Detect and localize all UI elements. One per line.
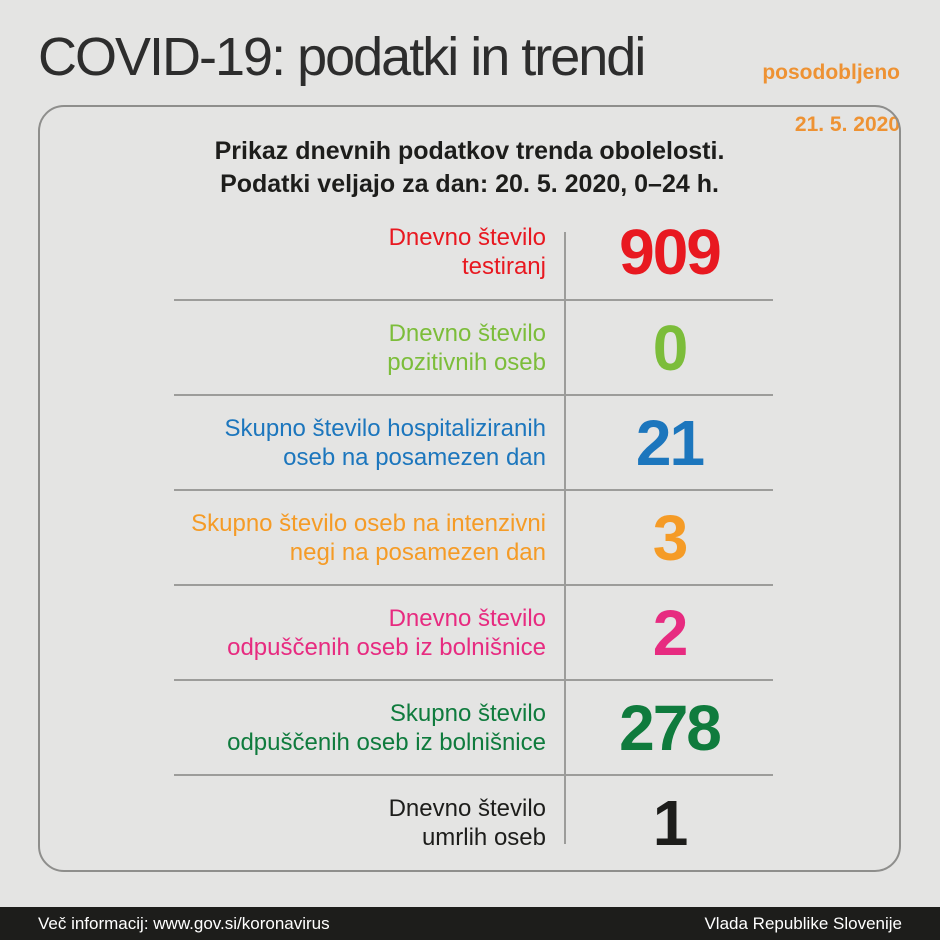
stat-label: Dnevno število pozitivnih oseb (174, 319, 566, 377)
stat-row-total-discharged: Skupno število odpuščenih oseb iz bolniš… (174, 679, 773, 774)
stats-card: Prikaz dnevnih podatkov trenda obolelost… (38, 105, 901, 872)
stat-label-line2: negi na posamezen dan (289, 538, 546, 566)
footer-info-url: Več informacij: www.gov.si/koronavirus (38, 913, 330, 933)
stat-value: 2 (652, 596, 689, 669)
page-title: COVID-19: podatki in trendi (38, 27, 646, 87)
footer-bar: Več informacij: www.gov.si/koronavirus V… (0, 907, 940, 940)
stats-table: Dnevno število testiranj 909 Dnevno štev… (174, 204, 773, 869)
stat-value: 3 (652, 501, 689, 574)
stat-label-line2: odpuščenih oseb iz bolnišnice (227, 633, 546, 661)
stat-label-line2: testiranj (461, 252, 546, 280)
stat-row-daily-tests: Dnevno število testiranj 909 (174, 204, 773, 299)
stat-row-daily-positive: Dnevno število pozitivnih oseb 0 (174, 299, 773, 394)
stat-row-daily-discharged: Dnevno število odpuščenih oseb iz bolniš… (174, 584, 773, 679)
stat-value: 0 (652, 311, 689, 384)
stat-value: 909 (619, 215, 722, 288)
stat-row-hospitalized: Skupno število hospitaliziranih oseb na … (174, 394, 773, 489)
card-subtitle: Prikaz dnevnih podatkov trenda obolelost… (40, 135, 899, 201)
card-subtitle-line1: Prikaz dnevnih podatkov trenda obolelost… (214, 137, 725, 165)
stat-label: Dnevno število odpuščenih oseb iz bolniš… (174, 604, 566, 662)
stat-label-line1: Dnevno število (388, 604, 546, 632)
stat-label-line1: Skupno število oseb na intenzivni (191, 509, 546, 537)
footer-government-label: Vlada Republike Slovenije (704, 913, 902, 933)
stat-label: Dnevno število umrlih oseb (174, 794, 566, 852)
column-divider (564, 232, 566, 844)
stat-label-line1: Skupno število hospitaliziranih (224, 414, 546, 442)
stat-label-line2: odpuščenih oseb iz bolnišnice (227, 728, 546, 756)
stat-label-line1: Dnevno število (388, 223, 546, 251)
stat-row-intensive-care: Skupno število oseb na intenzivni negi n… (174, 489, 773, 584)
stat-label-line1: Dnevno število (388, 319, 546, 347)
stat-row-daily-deaths: Dnevno število umrlih oseb 1 (174, 774, 773, 869)
stat-label: Skupno število oseb na intenzivni negi n… (174, 509, 566, 567)
stat-label: Skupno število hospitaliziranih oseb na … (174, 414, 566, 472)
stat-label-line1: Dnevno število (388, 794, 546, 822)
stat-label-line2: oseb na posamezen dan (283, 443, 546, 471)
stat-value: 278 (619, 691, 722, 764)
stat-label-line2: pozitivnih oseb (387, 348, 546, 376)
stat-value: 21 (635, 406, 705, 479)
stat-label: Dnevno število testiranj (174, 223, 566, 281)
stat-label-line2: umrlih oseb (421, 823, 546, 851)
stat-value: 1 (652, 786, 689, 859)
stat-label-line1: Skupno število (389, 699, 546, 727)
stat-label: Skupno število odpuščenih oseb iz bolniš… (174, 699, 566, 757)
card-subtitle-line2: Podatki veljajo za dan: 20. 5. 2020, 0–2… (220, 170, 719, 198)
updated-label: posodobljeno (762, 61, 900, 84)
